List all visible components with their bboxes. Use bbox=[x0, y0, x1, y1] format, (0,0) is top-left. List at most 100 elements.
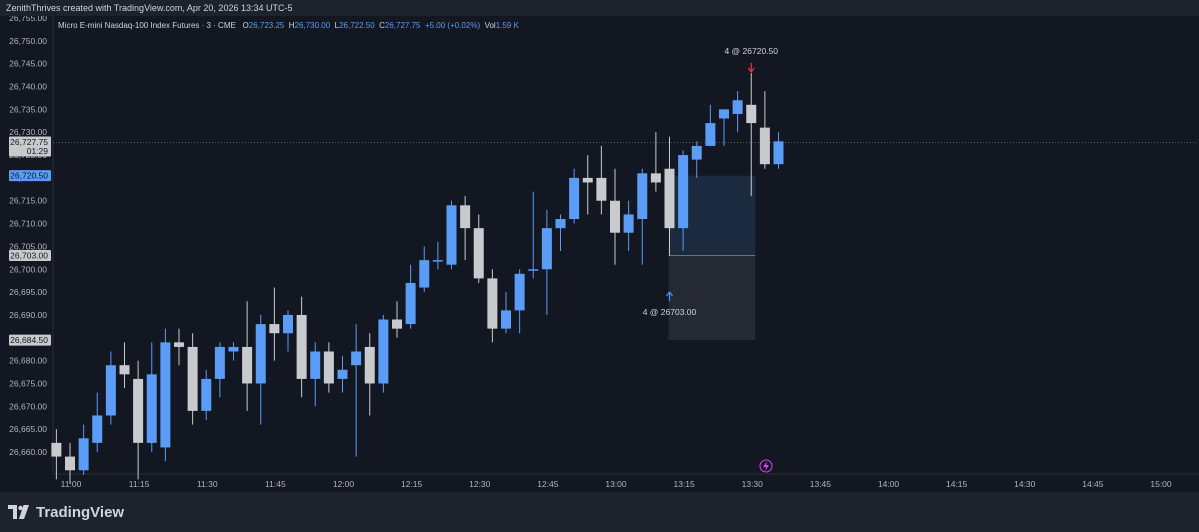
candle[interactable] bbox=[664, 136, 675, 256]
tradingview-wordmark: TradingView bbox=[36, 503, 125, 521]
x-tick-label: 15:00 bbox=[1150, 479, 1172, 489]
entry-label: 4 @ 26703.00 bbox=[643, 307, 697, 317]
candle[interactable] bbox=[269, 287, 280, 361]
exit-arrow-icon bbox=[747, 63, 755, 73]
candle[interactable] bbox=[242, 301, 253, 411]
candle-body bbox=[610, 200, 620, 233]
candle[interactable] bbox=[759, 91, 770, 169]
candle[interactable] bbox=[228, 342, 239, 361]
candle-body bbox=[187, 346, 198, 411]
plot-area bbox=[53, 16, 1199, 474]
candle-body bbox=[569, 177, 580, 220]
candle[interactable] bbox=[174, 328, 184, 366]
candle-body bbox=[174, 342, 184, 347]
candle[interactable] bbox=[746, 72, 757, 197]
y-tick-label: 26,750.00 bbox=[9, 36, 47, 46]
candle-body bbox=[392, 319, 402, 329]
candle[interactable] bbox=[296, 296, 307, 398]
candle[interactable] bbox=[446, 200, 457, 270]
candle[interactable] bbox=[596, 145, 607, 215]
candle[interactable] bbox=[310, 342, 321, 407]
lightning-icon[interactable] bbox=[759, 459, 773, 473]
tradingview-logo-icon bbox=[8, 505, 29, 519]
candle[interactable] bbox=[119, 342, 130, 389]
price-tag-box bbox=[9, 250, 51, 262]
candle[interactable] bbox=[432, 241, 443, 270]
x-tick-label: 14:30 bbox=[1014, 479, 1036, 489]
candle[interactable] bbox=[378, 314, 389, 393]
candle[interactable] bbox=[214, 342, 225, 398]
candle-body bbox=[405, 282, 416, 325]
candle[interactable] bbox=[705, 104, 716, 146]
candle[interactable] bbox=[528, 191, 539, 279]
candle[interactable] bbox=[637, 168, 648, 265]
tradingview-logo[interactable]: TradingView bbox=[8, 502, 124, 522]
candle[interactable] bbox=[51, 429, 62, 480]
candle[interactable] bbox=[65, 442, 75, 484]
exit-label: 4 @ 26720.50 bbox=[724, 46, 778, 56]
price-tag-box bbox=[9, 136, 51, 157]
candle-body bbox=[296, 314, 307, 379]
legend-volume: 1.59 K bbox=[495, 21, 519, 30]
candle[interactable] bbox=[569, 168, 580, 224]
candle[interactable] bbox=[160, 328, 171, 462]
symbol-legend: Micro E-mini Nasdaq-100 Index Futures · … bbox=[58, 21, 519, 30]
candle[interactable] bbox=[323, 342, 334, 393]
y-tick-label: 26,710.00 bbox=[9, 219, 47, 229]
candle[interactable] bbox=[555, 214, 566, 251]
candle[interactable] bbox=[92, 392, 103, 452]
legend-symbol: Micro E-mini Nasdaq-100 Index Futures · … bbox=[58, 21, 236, 30]
candle[interactable] bbox=[105, 351, 116, 425]
candle[interactable] bbox=[732, 91, 743, 133]
candle[interactable] bbox=[187, 333, 198, 425]
candle-body bbox=[759, 127, 770, 165]
candle[interactable] bbox=[419, 246, 430, 293]
candle-body bbox=[650, 173, 661, 183]
candle[interactable] bbox=[351, 324, 362, 457]
candlestick-chart[interactable]: 26,660.00 26,665.00 26,670.00 26,675.00 26,6… bbox=[0, 16, 1199, 492]
legend-open-label: O bbox=[242, 21, 249, 30]
candle[interactable] bbox=[610, 168, 620, 265]
candle-body bbox=[364, 346, 375, 384]
candle-body bbox=[310, 351, 321, 379]
candle-body bbox=[283, 314, 293, 334]
candle[interactable] bbox=[146, 342, 157, 452]
candle[interactable] bbox=[773, 132, 784, 169]
y-tick-label: 26,665.00 bbox=[9, 424, 47, 434]
y-tick-label: 26,745.00 bbox=[9, 59, 47, 69]
candle[interactable] bbox=[473, 214, 484, 283]
candle-body bbox=[92, 415, 103, 443]
candle[interactable] bbox=[255, 314, 266, 425]
candle[interactable] bbox=[678, 150, 689, 251]
candle[interactable] bbox=[460, 196, 471, 261]
candle[interactable] bbox=[337, 356, 348, 393]
x-tick-label: 14:15 bbox=[946, 479, 968, 489]
candle[interactable] bbox=[650, 132, 661, 192]
candle[interactable] bbox=[719, 109, 729, 146]
x-tick-label: 13:00 bbox=[605, 479, 627, 489]
price-tag: 26,720.50 bbox=[9, 170, 51, 182]
candle-body bbox=[555, 219, 566, 229]
entry-arrow-icon bbox=[666, 291, 673, 301]
candle[interactable] bbox=[623, 200, 634, 251]
candle[interactable] bbox=[541, 209, 552, 315]
candle-body bbox=[582, 177, 593, 183]
candle-body bbox=[596, 177, 607, 201]
candle[interactable] bbox=[582, 155, 593, 215]
candle[interactable] bbox=[283, 310, 293, 352]
candle[interactable] bbox=[364, 333, 375, 416]
candle-body bbox=[487, 278, 498, 329]
candle[interactable] bbox=[487, 269, 498, 343]
candle[interactable] bbox=[78, 424, 89, 475]
candle[interactable] bbox=[405, 264, 416, 329]
candle-body bbox=[623, 214, 634, 233]
candle[interactable] bbox=[514, 269, 525, 334]
y-tick-label: 26,705.00 bbox=[9, 241, 47, 251]
candle[interactable] bbox=[133, 360, 144, 480]
candle[interactable] bbox=[691, 141, 702, 178]
candle[interactable] bbox=[201, 369, 212, 421]
legend-close-label: C bbox=[379, 21, 385, 30]
candle-body bbox=[78, 438, 89, 471]
candle[interactable] bbox=[501, 292, 511, 334]
candle[interactable] bbox=[392, 301, 402, 338]
